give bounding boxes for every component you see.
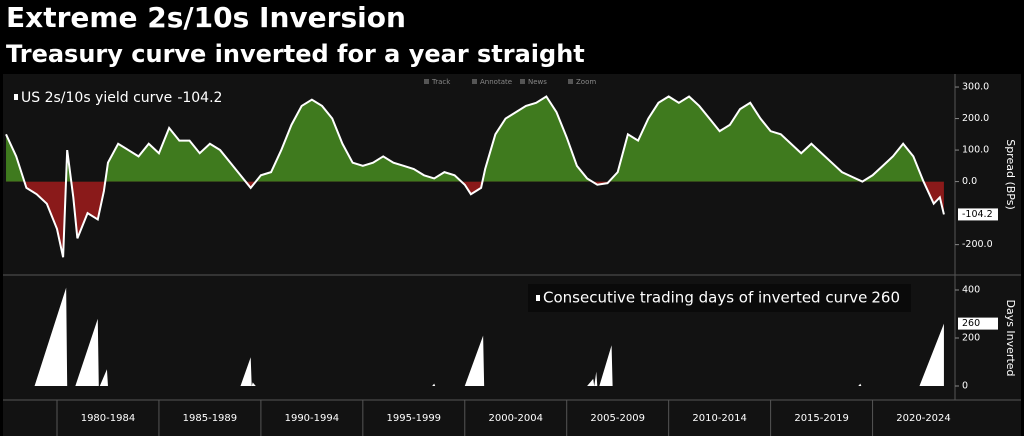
y-tick-label: -200.0 <box>962 239 993 250</box>
y-tick-label: 400 <box>962 285 980 296</box>
last-value-label: -104.2 <box>962 209 993 220</box>
legend-swatch <box>536 295 540 301</box>
toolbar: Track Annotate News Zoom <box>424 78 596 86</box>
toolbar-icon <box>568 79 573 84</box>
y-tick-label: 200.0 <box>962 113 989 124</box>
legend-value: -104.2 <box>177 90 222 106</box>
chart-title: Extreme 2s/10s Inversion <box>6 1 406 34</box>
x-tick-label: 2005-2009 <box>590 413 645 424</box>
y-tick-label: 100.0 <box>962 145 989 156</box>
x-tick-label: 2015-2019 <box>794 413 849 424</box>
area-positive <box>6 96 944 182</box>
y-tick-label: 200 <box>962 333 980 344</box>
x-tick-label: 2020-2024 <box>896 413 951 424</box>
y-tick-label: 300.0 <box>962 82 989 93</box>
toolbar-icon <box>520 79 525 84</box>
x-tick-label: 1980-1984 <box>81 413 136 424</box>
legend: Consecutive trading days of inverted cur… <box>528 284 912 312</box>
x-tick-label: 2000-2004 <box>488 413 543 424</box>
axis-label: Spread (BPs) <box>1004 139 1017 210</box>
x-tick-label: 1995-1999 <box>387 413 442 424</box>
x-tick-label: 1990-1994 <box>285 413 340 424</box>
y-tick-label: 0 <box>962 381 968 392</box>
x-tick-label: 2010-2014 <box>692 413 747 424</box>
legend-box <box>528 284 912 312</box>
area-positive <box>5 287 944 386</box>
legend: US 2s/10s yield curve -104.2 <box>14 90 222 106</box>
toolbar-button: News <box>528 78 547 86</box>
legend-label: Consecutive trading days of inverted cur… <box>543 289 867 307</box>
axis-label: Days Inverted <box>1004 299 1017 376</box>
last-value-tag <box>958 208 998 221</box>
toolbar-icon <box>472 79 477 84</box>
toolbar-button: Zoom <box>576 78 596 86</box>
chart-subtitle: Treasury curve inverted for a year strai… <box>6 40 585 68</box>
last-value-label: 260 <box>962 318 980 329</box>
line <box>5 95 945 258</box>
x-tick-label: 1985-1989 <box>183 413 238 424</box>
legend-label: US 2s/10s yield curve <box>21 90 172 106</box>
legend-swatch <box>14 94 18 100</box>
toolbar-icon <box>424 79 429 84</box>
toolbar-button: Annotate <box>480 78 512 86</box>
y-tick-label: 0.0 <box>962 176 977 187</box>
area-negative <box>6 181 944 258</box>
legend-value: 260 <box>871 289 900 307</box>
last-value-tag <box>958 317 998 330</box>
toolbar-button: Track <box>431 78 451 86</box>
